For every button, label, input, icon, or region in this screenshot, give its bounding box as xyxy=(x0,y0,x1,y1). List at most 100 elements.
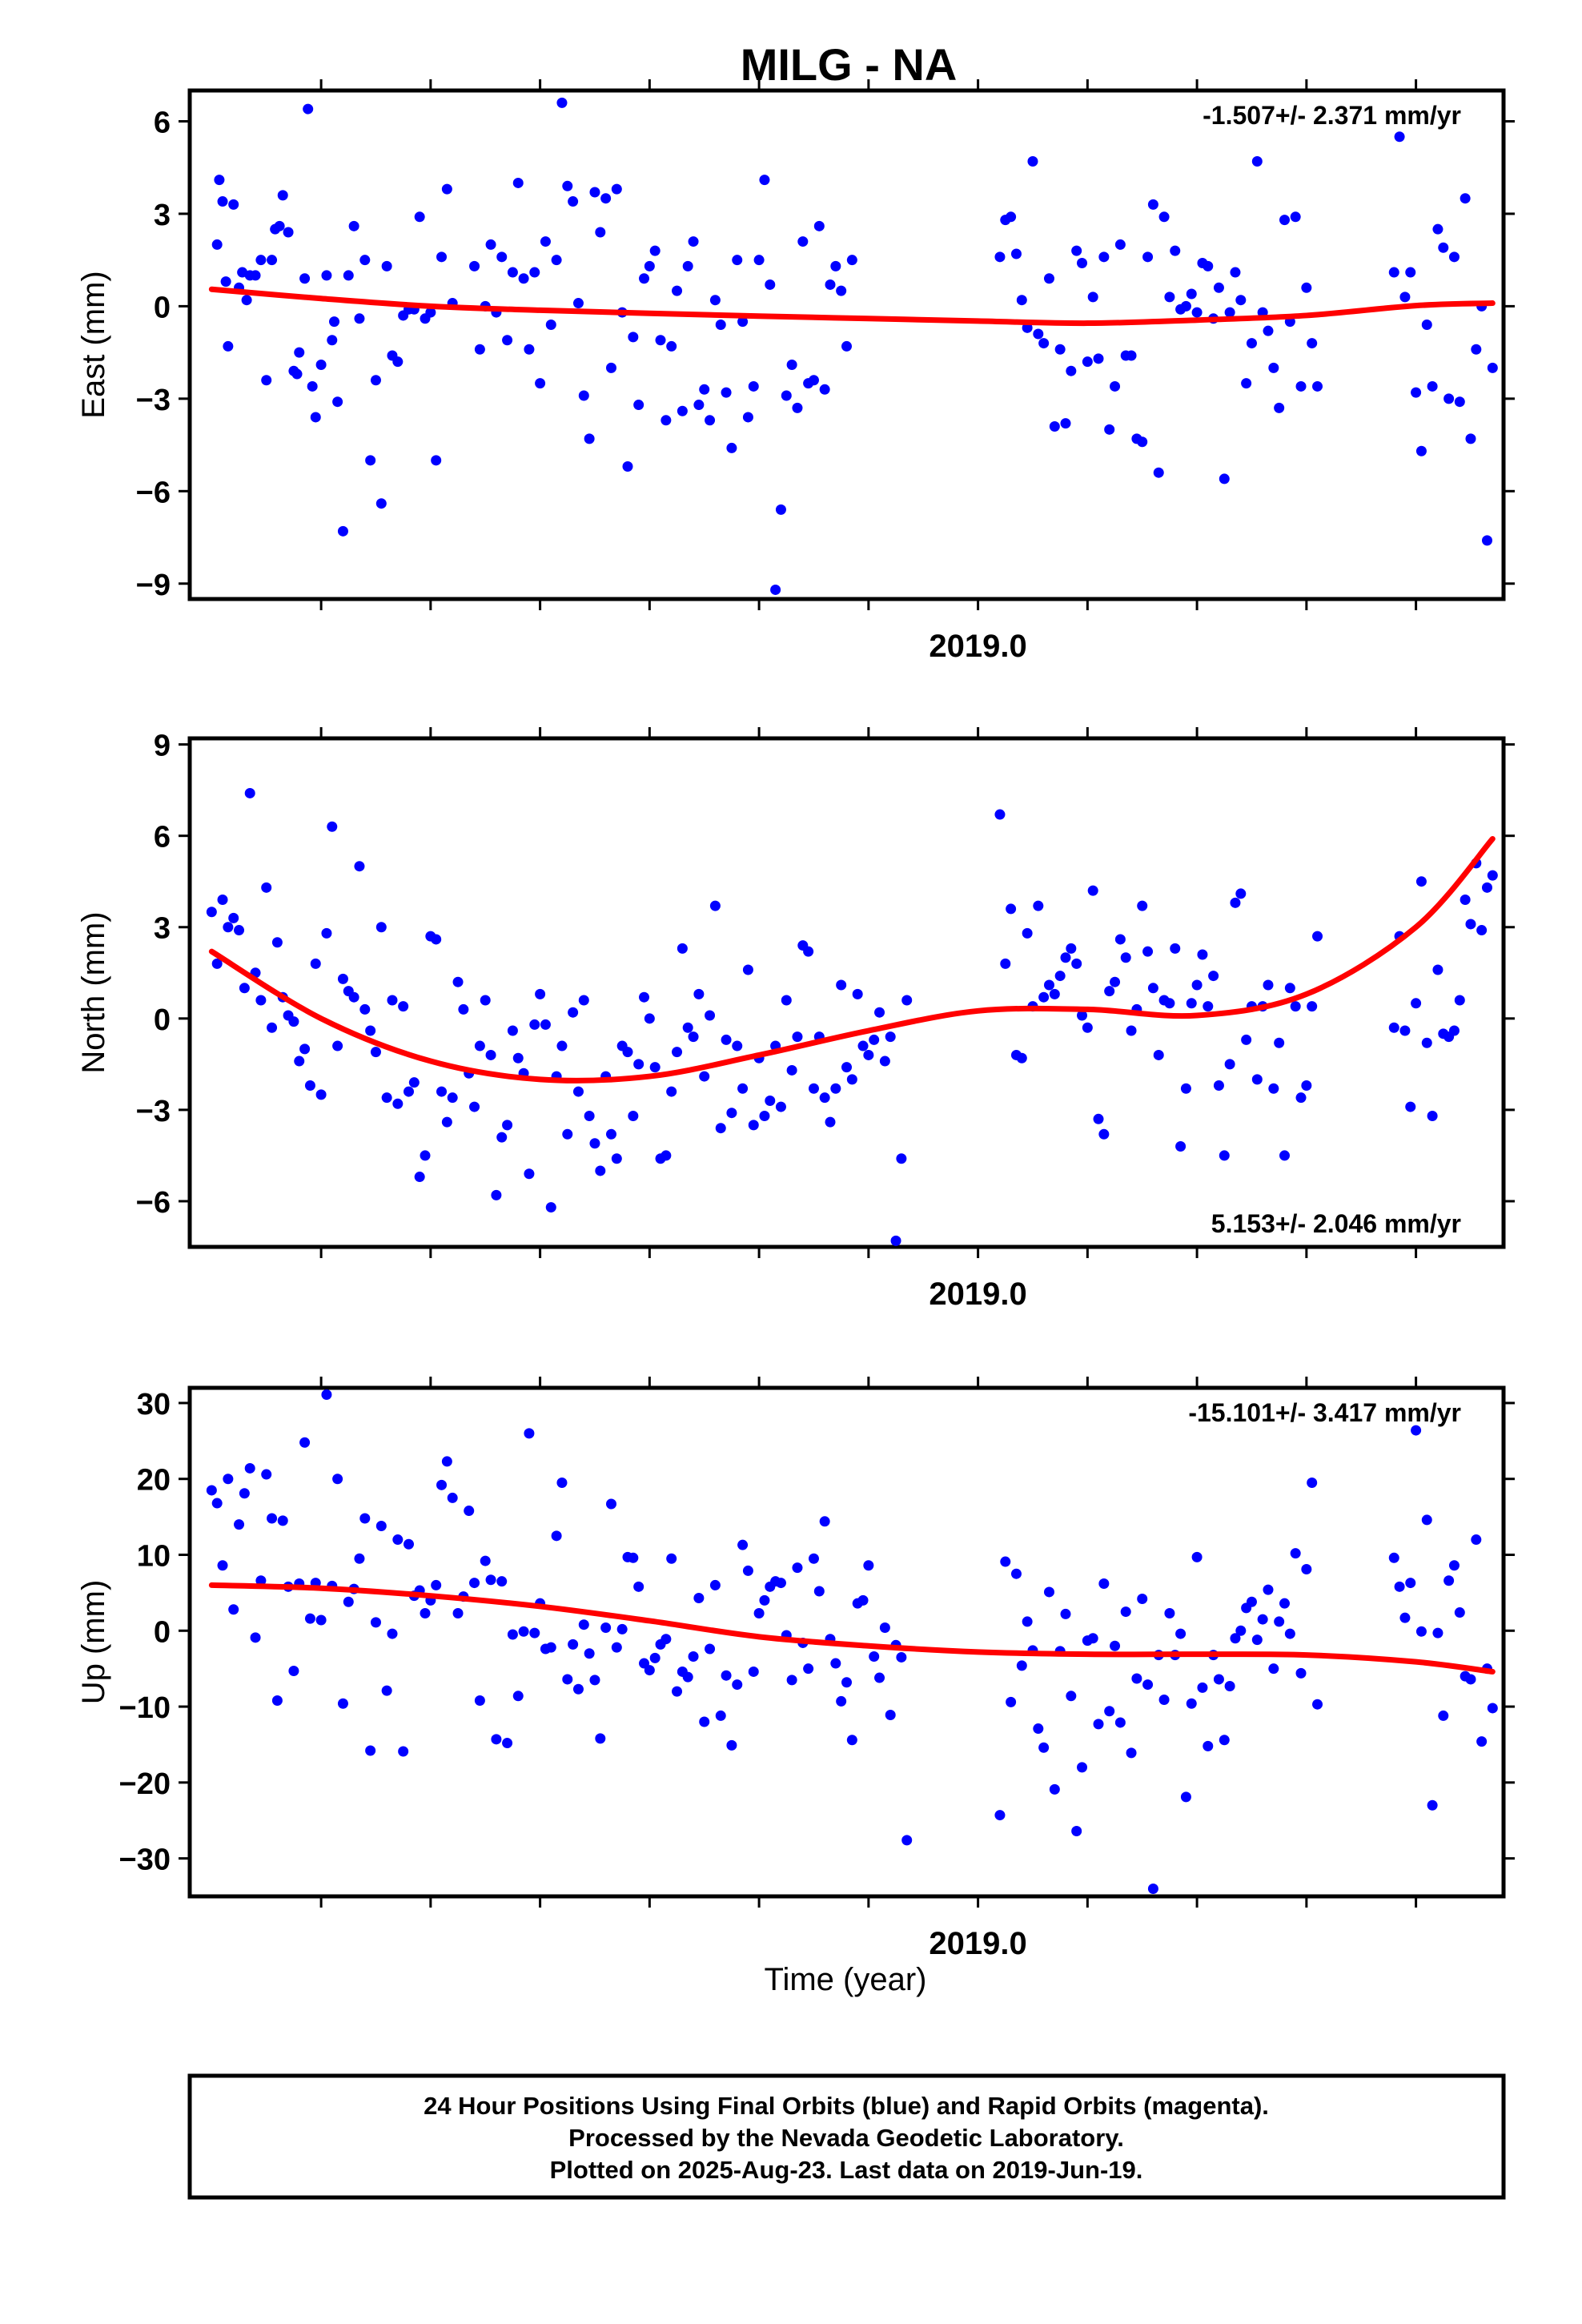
north-data-point xyxy=(1082,1022,1093,1033)
east-data-point xyxy=(1465,433,1476,444)
east-data-point xyxy=(310,412,321,423)
north-data-point xyxy=(1208,971,1219,982)
north-data-point xyxy=(1460,895,1471,906)
north-data-point xyxy=(370,1047,381,1058)
north-data-layer xyxy=(206,787,1498,1246)
up-data-point xyxy=(846,1735,857,1746)
up-data-point xyxy=(1010,1568,1022,1579)
east-data-point xyxy=(469,260,480,271)
east-data-point xyxy=(211,239,223,250)
north-data-point xyxy=(1487,870,1498,881)
east-data-point xyxy=(332,396,343,408)
north-data-point xyxy=(562,1128,573,1140)
up-data-point xyxy=(874,1672,885,1683)
north-data-point xyxy=(545,1202,556,1213)
east-data-point xyxy=(677,405,688,416)
east-data-point xyxy=(1126,350,1137,361)
north-data-point xyxy=(304,1080,315,1091)
north-data-point xyxy=(1312,931,1323,942)
east-data-layer xyxy=(208,97,1498,595)
north-fit-line xyxy=(208,835,1496,1084)
panel-north: 9 6 3 0 −3 −6 2019.0 North (mm) 5.153+/- 2.046 m… xyxy=(76,727,1515,1312)
up-ytick-label: 10 xyxy=(137,1540,171,1574)
north-data-point xyxy=(994,809,1006,820)
east-ytick-label: 0 xyxy=(154,291,171,324)
north-data-point xyxy=(589,1138,600,1149)
north-data-point xyxy=(595,1165,606,1176)
north-data-point xyxy=(211,958,223,969)
north-data-point xyxy=(502,1120,513,1131)
north-data-point xyxy=(414,1172,425,1183)
up-data-point xyxy=(879,1622,890,1633)
up-data-point xyxy=(1284,1628,1295,1639)
east-data-point xyxy=(1268,362,1279,373)
up-data-point xyxy=(753,1607,765,1618)
north-data-point xyxy=(709,900,721,911)
east-data-point xyxy=(595,227,606,238)
up-data-point xyxy=(830,1658,841,1669)
east-xtick-label: 2019.0 xyxy=(929,629,1026,664)
north-data-point xyxy=(239,983,250,994)
north-data-point xyxy=(1142,946,1154,957)
east-data-point xyxy=(1164,292,1175,303)
north-data-point xyxy=(496,1132,508,1143)
east-data-point xyxy=(529,267,540,278)
north-data-point xyxy=(315,1089,327,1100)
east-data-point xyxy=(737,316,749,328)
up-data-point xyxy=(699,1716,710,1727)
up-ytick-label: 0 xyxy=(154,1615,171,1649)
north-data-point xyxy=(1203,1001,1214,1012)
up-data-point xyxy=(261,1469,272,1480)
east-data-point xyxy=(1388,267,1399,278)
up-data-point xyxy=(529,1627,540,1638)
east-data-point xyxy=(1203,260,1214,271)
north-data-point xyxy=(666,1086,677,1097)
up-data-point xyxy=(688,1651,699,1663)
east-data-point xyxy=(1312,380,1323,392)
up-data-point xyxy=(1465,1674,1476,1685)
up-data-point xyxy=(1454,1607,1465,1618)
north-data-point xyxy=(1153,1049,1164,1060)
east-data-point xyxy=(1110,380,1121,392)
east-data-point xyxy=(682,260,693,271)
up-data-point xyxy=(387,1628,398,1639)
up-data-point xyxy=(545,1642,556,1653)
east-data-point xyxy=(267,255,278,266)
east-data-point xyxy=(1158,211,1170,223)
east-data-point xyxy=(770,584,781,595)
east-data-point xyxy=(556,97,568,108)
up-ytick-label: 20 xyxy=(137,1464,171,1498)
up-data-point xyxy=(726,1739,737,1751)
north-data-point xyxy=(1054,971,1066,982)
north-data-point xyxy=(1033,900,1044,911)
north-data-point xyxy=(480,995,491,1006)
east-data-point xyxy=(375,498,387,509)
east-data-point xyxy=(1274,402,1285,413)
up-data-point xyxy=(672,1686,683,1697)
up-data-point xyxy=(1257,1614,1268,1625)
north-data-point xyxy=(1006,903,1017,915)
east-data-point xyxy=(1180,300,1191,312)
east-data-point xyxy=(786,360,797,371)
up-data-point xyxy=(715,1710,726,1721)
east-data-point xyxy=(1049,420,1060,432)
up-data-point xyxy=(808,1553,819,1564)
up-data-point xyxy=(206,1485,217,1496)
north-data-point xyxy=(677,943,688,954)
north-data-point xyxy=(732,1040,743,1051)
footer-box: 24 Hour Positions Using Final Orbits (bl… xyxy=(187,2073,1506,2200)
up-data-point xyxy=(1301,1564,1312,1575)
east-data-point xyxy=(709,295,721,306)
north-data-point xyxy=(381,1092,392,1104)
north-data-point xyxy=(491,1189,502,1200)
up-data-point xyxy=(896,1651,907,1663)
up-data-point xyxy=(1197,1682,1208,1693)
up-data-point xyxy=(863,1560,874,1571)
north-data-point xyxy=(885,1031,896,1043)
east-data-point xyxy=(819,384,830,395)
up-data-point xyxy=(1137,1593,1148,1604)
north-data-point xyxy=(1093,1113,1104,1124)
east-data-point xyxy=(431,455,442,466)
east-data-point xyxy=(1411,387,1422,398)
up-data-point xyxy=(217,1560,228,1571)
